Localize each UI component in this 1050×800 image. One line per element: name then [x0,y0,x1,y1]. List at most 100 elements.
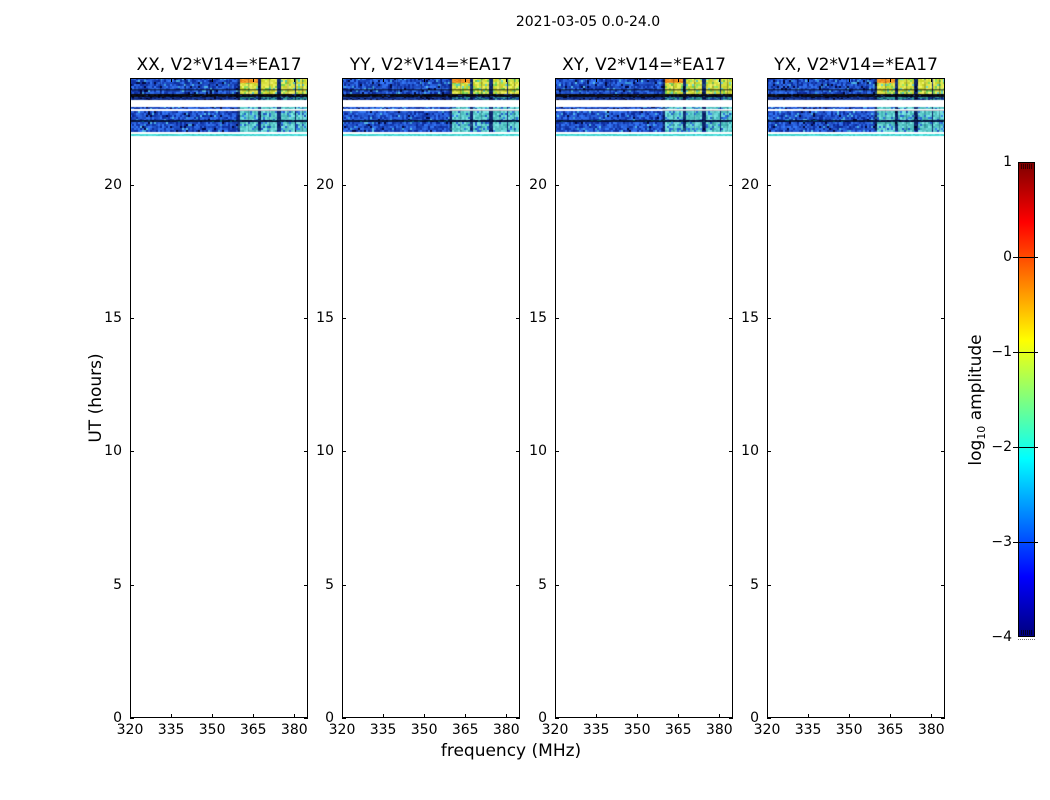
x-tick-label: 320 [541,722,569,738]
x-tick-label: 365 [876,722,904,738]
panel-title-xx: XX, V2*V14=*EA17 [136,55,302,75]
x-tick-label: 320 [328,722,356,738]
x-tick-label: 380 [492,722,520,738]
tick-mark [253,714,255,718]
colorbar-clip-hatch [1031,630,1032,635]
tick-mark [342,78,343,82]
tick-mark [678,714,680,718]
tick-mark [941,718,945,719]
tick-mark [294,78,296,82]
tick-mark [304,184,308,186]
y-tick-label: 10 [104,443,122,460]
colorbar-clip-hatch [1027,630,1028,635]
y-tick-label: 0 [325,710,334,726]
y-tick-label: 5 [325,576,334,593]
tick-mark [304,718,308,719]
tick-mark [637,78,639,82]
tick-mark [596,78,598,82]
colorbar-clip-hatch [1023,630,1024,635]
tick-mark [729,318,733,319]
tick-mark [941,451,945,453]
x-tick-label: 350 [410,722,438,738]
y-tick-label: 10 [529,443,547,460]
tick-mark [506,714,508,718]
tick-mark [130,184,134,186]
y-axis-label: UT (hours) [86,353,106,443]
tick-mark [808,78,810,82]
tick-mark [171,78,173,82]
y-tick-label: 20 [741,176,759,193]
colorbar-label-suffix: amplitude [965,334,986,426]
colorbar-clip-hatch [1027,164,1028,169]
tick-mark [931,714,933,718]
tick-mark [849,714,851,718]
x-tick-label: 365 [451,722,479,738]
tick-mark [304,318,308,319]
colorbar-tick-label: 1 [1003,154,1012,170]
x-tick-label: 365 [664,722,692,738]
y-tick-label: 0 [113,710,122,726]
tick-mark [342,718,346,719]
y-tick-label: 15 [104,310,122,326]
colorbar-extend-dots [1018,639,1035,640]
colorbar-clip-hatch [1025,630,1026,635]
tick-mark [516,718,520,719]
tick-mark [465,714,467,718]
tick-mark [516,584,520,586]
spectrogram-xx-canvas [130,78,308,718]
tick-mark [941,318,945,319]
tick-mark [424,78,426,82]
tick-mark [130,78,131,82]
panel-title-xy: XY, V2*V14=*EA17 [562,55,726,75]
x-tick-label: 380 [280,722,308,738]
y-tick-label: 15 [741,310,759,326]
colorbar-clip-hatch [1025,164,1026,169]
tick-mark [212,78,214,82]
tick-mark [304,584,308,586]
tick-mark [767,78,768,82]
colorbar-tick-label: −4 [991,629,1012,645]
x-tick-label: 350 [835,722,863,738]
tick-mark [596,714,598,718]
colorbar-clip-hatch [1021,164,1022,169]
y-tick-label: 5 [750,576,759,593]
colorbar-tick-label: −2 [991,439,1012,455]
y-tick-label: 15 [529,310,547,326]
tick-mark [294,714,296,718]
tick-mark [516,451,520,453]
tick-mark [342,584,346,586]
y-tick-label: 20 [529,176,547,193]
y-tick-label: 5 [538,576,547,593]
colorbar-tick-label: −3 [991,534,1012,550]
tick-mark [767,718,771,719]
tick-mark [516,318,520,319]
tick-mark [729,451,733,453]
y-tick-label: 0 [538,710,547,726]
tick-mark [729,584,733,586]
tick-mark [506,78,508,82]
x-tick-label: 350 [198,722,226,738]
tick-mark [130,451,134,453]
figure-title: 2021-03-05 0.0-24.0 [515,14,661,30]
tick-mark [890,714,892,718]
spectrogram-yy-canvas [342,78,520,718]
y-tick-label: 10 [316,443,334,460]
colorbar-label-prefix: log [965,439,986,466]
colorbar-tick-mark [1013,352,1038,353]
tick-mark [767,714,768,718]
colorbar-clip-hatch [1029,630,1030,635]
tick-mark [555,718,559,719]
tick-mark [342,318,346,319]
tick-mark [130,584,134,586]
tick-mark [555,184,559,186]
colorbar-clip-hatch [1031,164,1032,169]
tick-mark [719,78,721,82]
colorbar-clip-hatch [1029,164,1030,169]
tick-mark [808,714,810,718]
colorbar-label: log10 amplitude [966,334,988,465]
x-tick-label: 335 [582,722,610,738]
tick-mark [383,714,385,718]
tick-mark [637,714,639,718]
spectrogram-xy-canvas [555,78,733,718]
